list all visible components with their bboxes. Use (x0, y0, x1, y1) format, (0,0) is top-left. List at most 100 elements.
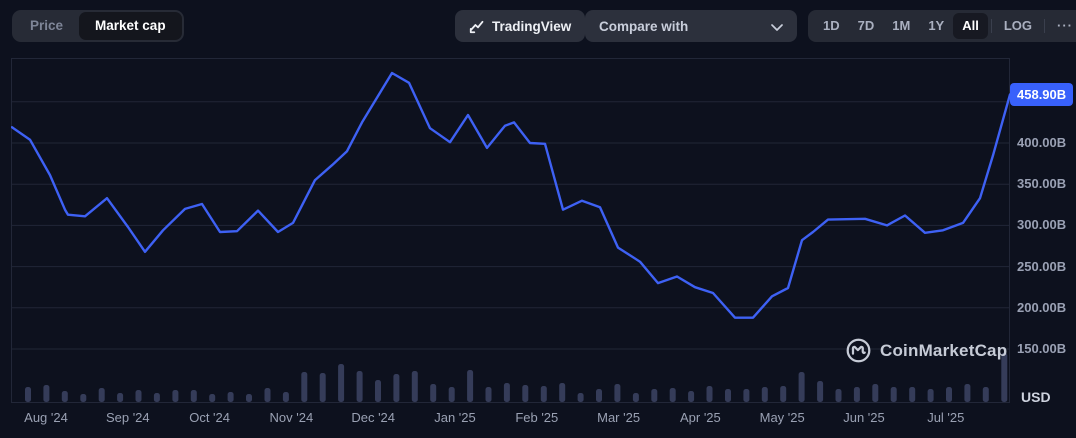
volume-bar (190, 390, 197, 402)
y-axis-tick: 200.00B (1017, 299, 1067, 315)
volume-bar (559, 383, 566, 402)
x-axis-tick: Dec '24 (351, 410, 396, 425)
volume-bar (798, 372, 805, 402)
range-button-7d[interactable]: 7D (857, 18, 875, 33)
time-range-toolbar: 1D 7D 1M 1Y All LOG ··· (808, 10, 1076, 42)
y-axis-tick: 350.00B (1017, 176, 1067, 192)
volume-bar (946, 387, 952, 402)
volume-bar (872, 384, 879, 402)
volume-bar (485, 387, 492, 402)
volume-bar (301, 372, 308, 402)
x-axis-tick: Sep '24 (105, 410, 150, 425)
x-axis-tick: Jul '25 (927, 410, 965, 425)
volume-bar (522, 385, 529, 402)
volume-bar (172, 390, 179, 402)
range-button-1m[interactable]: 1M (892, 18, 911, 33)
volume-bar (909, 387, 916, 402)
volume-bar (743, 389, 750, 402)
y-axis-tick: 150.00B (1017, 341, 1067, 356)
volume-bar (614, 384, 621, 402)
currency-label: USD (1021, 389, 1051, 405)
volume-bar (632, 393, 639, 402)
volume-bar (982, 387, 989, 402)
volume-bar (780, 386, 787, 402)
tradingview-label: TradingView (492, 18, 572, 34)
x-axis-tick: Mar '25 (597, 410, 641, 425)
volume-bar (135, 390, 142, 402)
volume-bar (706, 386, 713, 402)
volume-bar (467, 370, 474, 402)
volume-bar (669, 388, 676, 402)
range-button-1d[interactable]: 1D (823, 18, 840, 33)
toolbar-divider (1044, 19, 1046, 33)
volume-bar (25, 387, 31, 402)
price-marketcap-toggle: Price Market cap (12, 10, 184, 42)
volume-bar (964, 384, 971, 402)
x-axis-tick: Jan '25 (434, 410, 476, 425)
current-value-badge: 458.90B (1010, 83, 1074, 107)
tradingview-button[interactable]: TradingView (455, 10, 586, 42)
x-axis-tick: Oct '24 (189, 410, 230, 425)
volume-bar (835, 389, 842, 402)
volume-bar (80, 394, 87, 402)
log-scale-button[interactable]: LOG (1003, 18, 1033, 33)
volume-bar (61, 391, 68, 402)
volume-bar (577, 393, 584, 402)
volume-bar (411, 371, 418, 402)
volume-bar (503, 383, 510, 402)
x-axis-tick: May '25 (759, 410, 805, 425)
coinmarketcap-logo-icon (845, 337, 872, 364)
volume-bar (43, 385, 50, 402)
x-axis-tick: Aug '24 (24, 410, 68, 425)
volume-bar (817, 381, 824, 402)
volume-bar (596, 389, 602, 402)
chevron-down-icon (771, 19, 783, 34)
y-axis-tick: 300.00B (1017, 217, 1067, 233)
more-options-button[interactable]: ··· (1057, 18, 1074, 33)
range-button-1y[interactable]: 1Y (928, 18, 945, 33)
volume-bar (430, 384, 437, 402)
toolbar-divider (990, 19, 992, 33)
x-axis-tick: Jun '25 (843, 410, 885, 425)
volume-bar (356, 371, 363, 402)
x-axis-tick: Nov '24 (269, 410, 314, 425)
volume-bar (448, 387, 455, 402)
volume-bar (540, 386, 547, 402)
volume-bar (375, 380, 381, 402)
volume-bar (264, 388, 271, 402)
volume-bar (1001, 353, 1008, 402)
toggle-option-price[interactable]: Price (30, 18, 64, 33)
x-axis-tick: Feb '25 (515, 410, 559, 425)
volume-bar (890, 387, 897, 402)
watermark: CoinMarketCap (845, 337, 1007, 364)
plot-border (11, 58, 1010, 403)
volume-bar (246, 394, 252, 402)
volume-bar (853, 387, 860, 402)
volume-bar (927, 389, 934, 402)
volume-bar (761, 387, 768, 402)
range-button-all[interactable]: All (953, 13, 988, 39)
x-axis-tick: Apr '25 (679, 410, 721, 425)
line-chart-icon (469, 19, 484, 34)
volume-bar (98, 388, 105, 402)
watermark-text: CoinMarketCap (880, 340, 1008, 360)
volume-bar (319, 373, 326, 402)
volume-bar (209, 394, 216, 402)
volume-bar (393, 374, 400, 402)
toggle-option-market-cap[interactable]: Market cap (79, 12, 182, 40)
compare-with-label: Compare with (599, 18, 689, 34)
volume-bar (153, 393, 160, 402)
volume-bar (338, 364, 345, 402)
volume-bar (725, 389, 731, 402)
volume-bar (117, 393, 124, 402)
y-axis-tick: 250.00B (1017, 258, 1067, 274)
market-cap-line-chart[interactable] (11, 58, 1010, 403)
volume-bar (688, 391, 695, 402)
volume-bar (651, 389, 658, 402)
compare-with-dropdown[interactable]: Compare with (585, 10, 797, 42)
volume-bar (227, 392, 234, 402)
volume-bar (282, 392, 289, 402)
market-cap-series-line (11, 71, 1010, 319)
y-axis-tick: 400.00B (1017, 135, 1067, 150)
